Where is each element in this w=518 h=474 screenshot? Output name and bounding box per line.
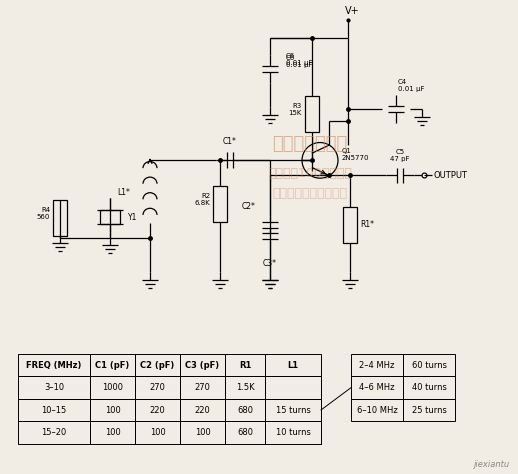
Bar xyxy=(18,399,90,421)
Bar xyxy=(53,200,67,236)
Bar xyxy=(265,399,321,421)
Text: 270: 270 xyxy=(150,383,165,392)
Text: 680: 680 xyxy=(237,406,253,414)
Text: 220: 220 xyxy=(150,406,165,414)
Text: C3*: C3* xyxy=(263,259,277,268)
Bar xyxy=(351,376,403,399)
Text: 维库电子市场网: 维库电子市场网 xyxy=(272,135,348,153)
Text: 25 turns: 25 turns xyxy=(412,406,447,414)
Text: 6–10 MHz: 6–10 MHz xyxy=(356,406,397,414)
Bar xyxy=(225,354,265,376)
Text: FREQ (MHz): FREQ (MHz) xyxy=(26,361,82,370)
Text: 10 turns: 10 turns xyxy=(276,428,310,437)
Text: L1: L1 xyxy=(287,361,298,370)
Text: 15 turns: 15 turns xyxy=(276,406,310,414)
Text: Q1
2N5770: Q1 2N5770 xyxy=(342,148,369,161)
Bar xyxy=(343,207,357,243)
Bar xyxy=(265,354,321,376)
Text: 3–10: 3–10 xyxy=(44,383,64,392)
Text: C1*: C1* xyxy=(223,137,237,146)
Bar xyxy=(100,210,120,224)
Text: 270: 270 xyxy=(195,383,210,392)
Text: 10–15: 10–15 xyxy=(41,406,67,414)
Text: 2–4 MHz: 2–4 MHz xyxy=(359,361,395,370)
Bar xyxy=(305,96,319,132)
Text: R2
6.8K: R2 6.8K xyxy=(194,193,210,207)
Bar xyxy=(90,421,135,444)
Bar xyxy=(213,186,227,222)
Bar xyxy=(265,421,321,444)
Bar xyxy=(18,421,90,444)
Text: 100: 100 xyxy=(195,428,210,437)
Bar xyxy=(135,354,180,376)
Bar xyxy=(180,399,225,421)
Text: 680: 680 xyxy=(237,428,253,437)
Text: 100: 100 xyxy=(105,406,120,414)
Text: R3
15K: R3 15K xyxy=(289,103,302,117)
Text: R1*: R1* xyxy=(360,220,374,229)
Bar xyxy=(265,376,321,399)
Text: 40 turns: 40 turns xyxy=(412,383,447,392)
Text: C4
0.01 μF: C4 0.01 μF xyxy=(398,79,424,91)
Text: C2*: C2* xyxy=(242,202,256,211)
Text: C6
0.01 μF: C6 0.01 μF xyxy=(286,55,312,68)
Bar xyxy=(403,354,455,376)
Text: 15–20: 15–20 xyxy=(41,428,67,437)
Text: C5
47 pF: C5 47 pF xyxy=(390,149,410,162)
Bar xyxy=(90,376,135,399)
Bar xyxy=(90,399,135,421)
Bar xyxy=(18,354,90,376)
Text: 220: 220 xyxy=(195,406,210,414)
Text: R4
560: R4 560 xyxy=(37,207,50,220)
Bar xyxy=(180,376,225,399)
Bar xyxy=(135,421,180,444)
Bar xyxy=(403,399,455,421)
Bar xyxy=(351,399,403,421)
Text: OUTPUT: OUTPUT xyxy=(434,171,468,180)
Bar xyxy=(225,399,265,421)
Text: L1*: L1* xyxy=(117,188,130,197)
Text: C2 (pF): C2 (pF) xyxy=(140,361,175,370)
Text: C1 (pF): C1 (pF) xyxy=(95,361,130,370)
Bar xyxy=(90,354,135,376)
Bar xyxy=(135,376,180,399)
Bar xyxy=(351,354,403,376)
Text: jiexiantu: jiexiantu xyxy=(474,460,510,469)
Bar xyxy=(225,421,265,444)
Text: Y1: Y1 xyxy=(128,213,137,222)
Bar xyxy=(18,376,90,399)
Text: V+: V+ xyxy=(344,6,359,16)
Text: 1.5K: 1.5K xyxy=(236,383,254,392)
Text: 100: 100 xyxy=(105,428,120,437)
Bar xyxy=(225,376,265,399)
Text: 1000: 1000 xyxy=(102,383,123,392)
Bar xyxy=(180,354,225,376)
Bar xyxy=(180,421,225,444)
Text: 60 turns: 60 turns xyxy=(411,361,447,370)
Text: 杭州将宸科技有限公司: 杭州将宸科技有限公司 xyxy=(272,186,348,200)
Bar xyxy=(403,376,455,399)
Text: 全球最大100万种商品: 全球最大100万种商品 xyxy=(268,167,352,180)
Bar xyxy=(135,399,180,421)
Text: R1: R1 xyxy=(239,361,251,370)
Text: 4–6 MHz: 4–6 MHz xyxy=(359,383,395,392)
Text: 100: 100 xyxy=(150,428,165,437)
Text: C6
0.01 μF: C6 0.01 μF xyxy=(286,53,312,66)
Text: C3 (pF): C3 (pF) xyxy=(185,361,220,370)
